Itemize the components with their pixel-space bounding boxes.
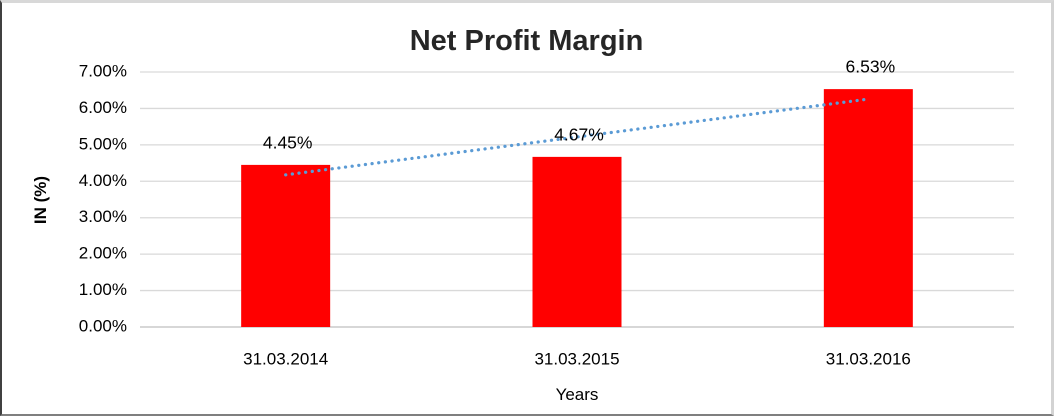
bar — [241, 164, 331, 327]
x-tick-label: 31.03.2016 — [826, 349, 911, 368]
y-tick-label: 5.00% — [79, 134, 127, 153]
x-tick-label: 31.03.2014 — [243, 349, 328, 368]
y-tick-label: 3.00% — [79, 207, 127, 226]
y-tick-label: 1.00% — [79, 280, 127, 299]
data-label: 4.45% — [263, 133, 313, 153]
data-label: 6.53% — [846, 57, 896, 77]
x-axis-title: Years — [555, 385, 599, 404]
y-tick-label: 0.00% — [79, 316, 127, 335]
y-tick-label: 7.00% — [79, 61, 127, 80]
chart-title: Net Profit Margin — [409, 25, 644, 57]
y-tick-label: 2.00% — [79, 244, 127, 263]
y-tick-label: 4.00% — [79, 171, 127, 190]
bar — [823, 89, 913, 327]
data-label: 4.67% — [554, 125, 604, 145]
x-tick-label: 31.03.2015 — [534, 349, 619, 368]
bar — [532, 156, 622, 327]
trendline — [284, 97, 870, 177]
y-tick-label: 6.00% — [79, 98, 127, 117]
